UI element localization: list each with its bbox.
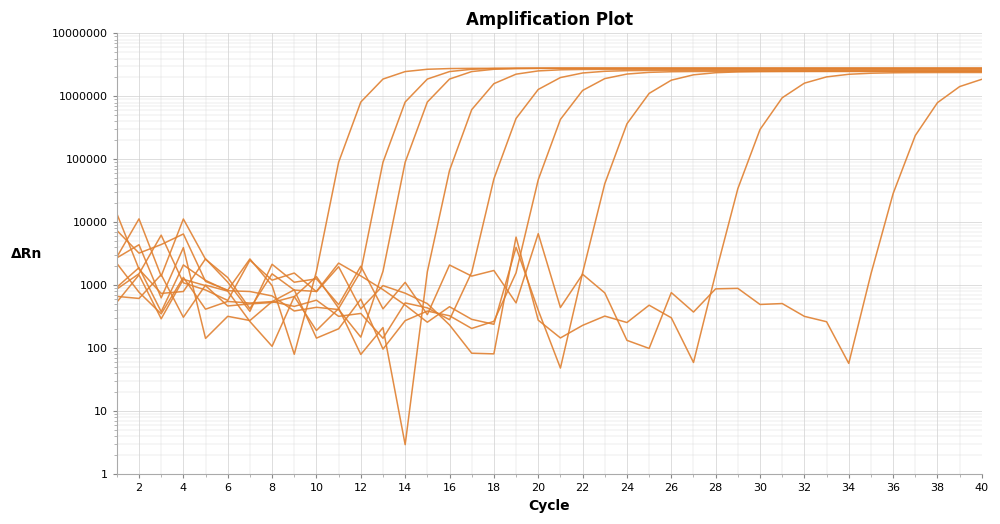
X-axis label: Cycle: Cycle <box>529 499 570 513</box>
Title: Amplification Plot: Amplification Plot <box>466 11 633 29</box>
Y-axis label: ΔRn: ΔRn <box>11 247 42 261</box>
